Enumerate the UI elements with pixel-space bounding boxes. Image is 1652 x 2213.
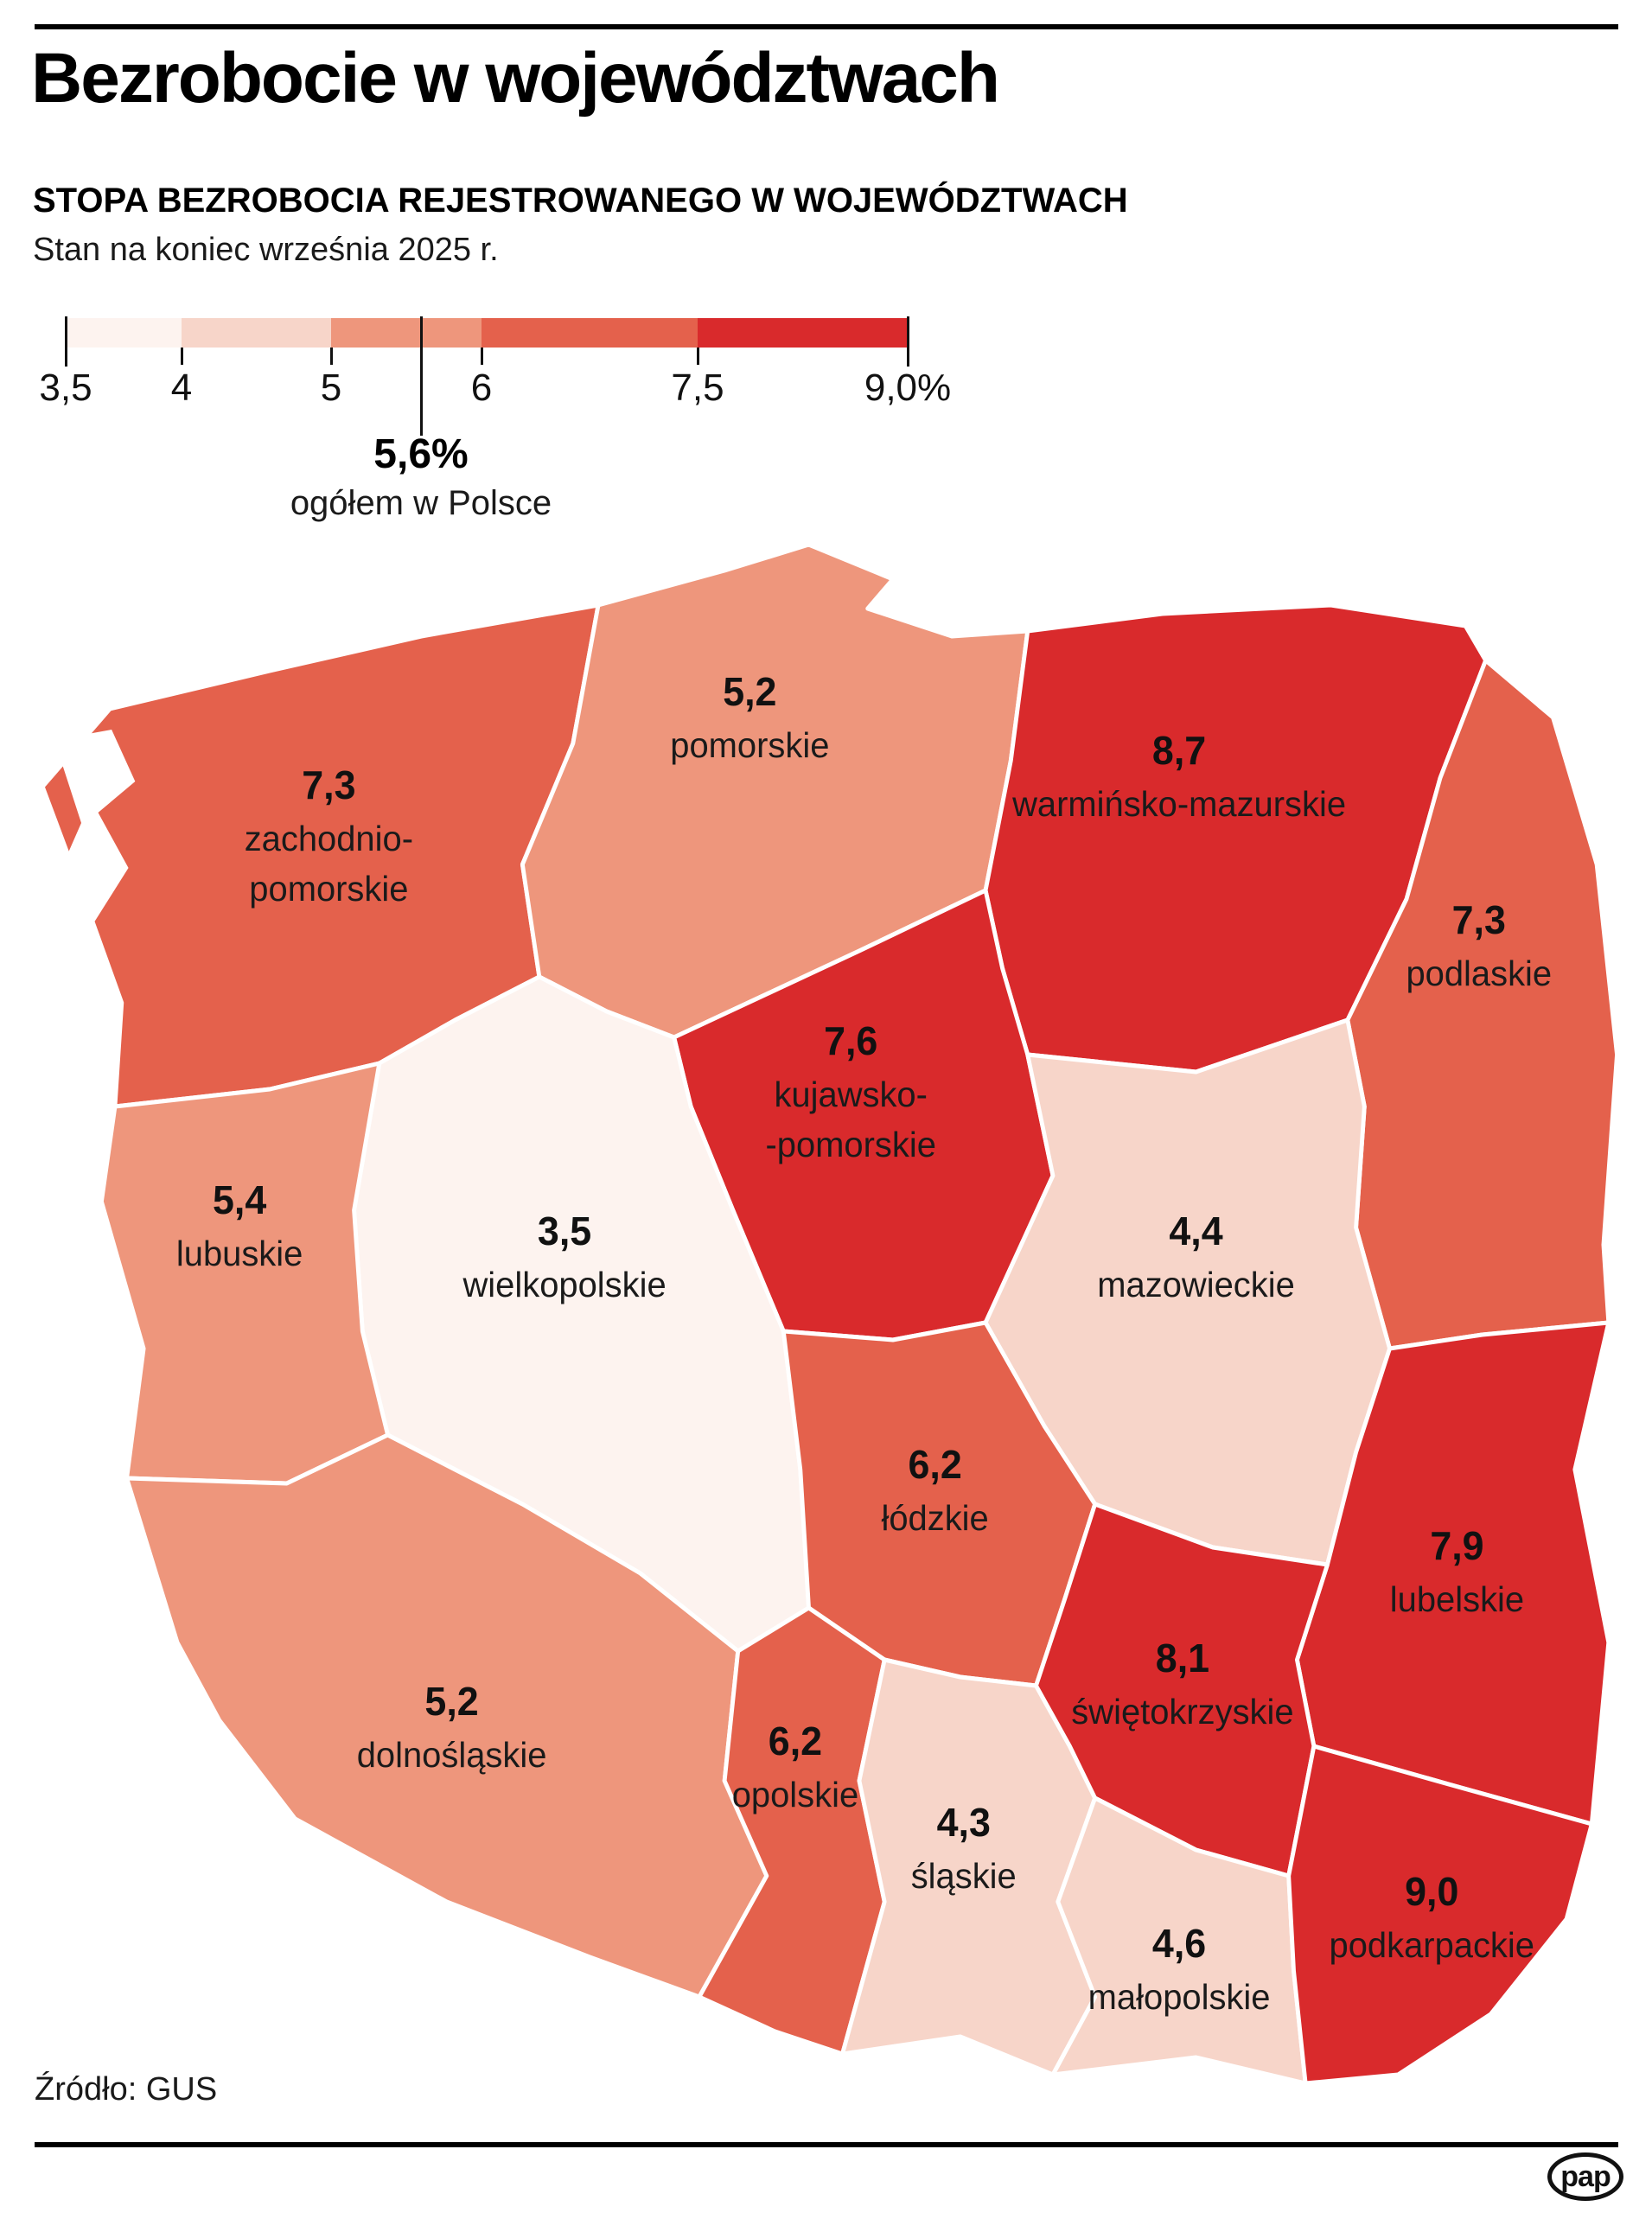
poland-average-marker-line	[420, 316, 423, 436]
legend-tick	[65, 316, 67, 367]
region-zachodniopomorskie-name: zachodnio-	[245, 819, 413, 859]
region-pomorskie-value: 5,2	[723, 669, 776, 714]
region-swietokrzyskie-value: 8,1	[1156, 1636, 1209, 1680]
poland-average-caption: ogółem w Polsce	[290, 484, 552, 522]
region-warminsko-mazurskie-value: 8,7	[1152, 728, 1206, 773]
region-podkarpackie	[1286, 1744, 1594, 2086]
legend-segment	[66, 318, 182, 348]
legend-tick-label: 5	[320, 367, 342, 409]
poland-choropleth-map: 7,3 zachodnio-pomorskie 5,2 pomorskie 8,7 war…	[40, 542, 1619, 2086]
region-malopolskie-value: 4,6	[1152, 1921, 1206, 1966]
region-dolnoslaskie-value: 5,2	[424, 1679, 478, 1724]
legend-tick	[697, 348, 699, 365]
date-note: Stan na koniec września 2025 r.	[33, 232, 499, 268]
page-title: Bezrobocie w województwach	[31, 39, 1000, 118]
legend-tick-label: 9,0%	[864, 367, 952, 409]
legend-tick-label: 3,5	[39, 367, 92, 409]
legend-tick	[181, 348, 183, 365]
region-lodzkie-name: łódzkie	[881, 1498, 988, 1539]
legend-segment	[698, 318, 908, 348]
region-malopolskie-name: małopolskie	[1088, 1977, 1271, 2018]
region-kujawsko-pomorskie-name: -pomorskie	[766, 1125, 936, 1165]
region-opolskie-name: opolskie	[732, 1775, 858, 1815]
legend-tick-label: 4	[170, 367, 193, 409]
region-kujawsko-pomorskie-value: 7,6	[824, 1018, 877, 1063]
region-podkarpackie-value: 9,0	[1405, 1869, 1458, 1914]
legend-tick	[481, 348, 483, 365]
region-lodzkie-value: 6,2	[908, 1442, 961, 1487]
region-kujawsko-pomorskie-name: kujawsko-	[774, 1075, 927, 1115]
legend-segment	[182, 318, 331, 348]
region-pomorskie-name: pomorskie	[670, 725, 829, 766]
source-note: Źródło: GUS	[35, 2071, 218, 2108]
subtitle: STOPA BEZROBOCIA REJESTROWANEGO W WOJEWÓ…	[33, 182, 1128, 220]
region-opolskie-value: 6,2	[769, 1719, 822, 1763]
legend-tick	[330, 348, 333, 365]
top-rule	[35, 24, 1618, 29]
legend-tick	[907, 316, 909, 367]
region-warminsko-mazurskie-name: warmińsko-mazurskie	[1011, 784, 1346, 825]
region-dolnoslaskie-name: dolnośląskie	[357, 1735, 547, 1776]
region-lubelskie-value: 7,9	[1430, 1523, 1483, 1568]
region-wielkopolskie-name: wielkopolskie	[462, 1265, 666, 1305]
region-zachodniopomorskie-value: 7,3	[302, 762, 355, 807]
region-podlaskie-name: podlaskie	[1406, 953, 1552, 994]
region-lubuskie-value: 5,4	[213, 1177, 266, 1222]
poland-average-value: 5,6%	[373, 431, 469, 477]
region-slaskie-value: 4,3	[937, 1800, 991, 1845]
region-dolnoslaskie	[124, 1432, 769, 1999]
legend-tick-label: 7,5	[671, 367, 724, 409]
region-zachodniopomorskie-name: pomorskie	[249, 869, 408, 909]
region-mazowieckie-name: mazowieckie	[1097, 1265, 1294, 1305]
region-lubelskie-name: lubelskie	[1390, 1579, 1524, 1620]
region-swietokrzyskie-name: świętokrzyskie	[1071, 1692, 1293, 1732]
region-podkarpackie-name: podkarpackie	[1330, 1925, 1534, 1966]
region-slaskie-name: śląskie	[911, 1856, 1017, 1897]
water-patch-zalew-szczecinski	[50, 730, 136, 927]
region-malopolskie	[1050, 1795, 1308, 2086]
region-wielkopolskie-value: 3,5	[538, 1209, 591, 1253]
legend-segment	[331, 318, 482, 348]
legend-tick-label: 6	[470, 367, 493, 409]
region-podlaskie-value: 7,3	[1452, 897, 1506, 942]
region-mazowieckie-value: 4,4	[1169, 1209, 1222, 1253]
legend: 5,6% ogółem w Polsce 3,5 4 5 6 7,5 9,0%	[0, 0, 1652, 536]
pap-logo: pap	[1547, 2152, 1623, 2201]
legend-segment	[482, 318, 698, 348]
region-lubuskie-name: lubuskie	[176, 1234, 303, 1274]
bottom-rule	[35, 2142, 1618, 2147]
